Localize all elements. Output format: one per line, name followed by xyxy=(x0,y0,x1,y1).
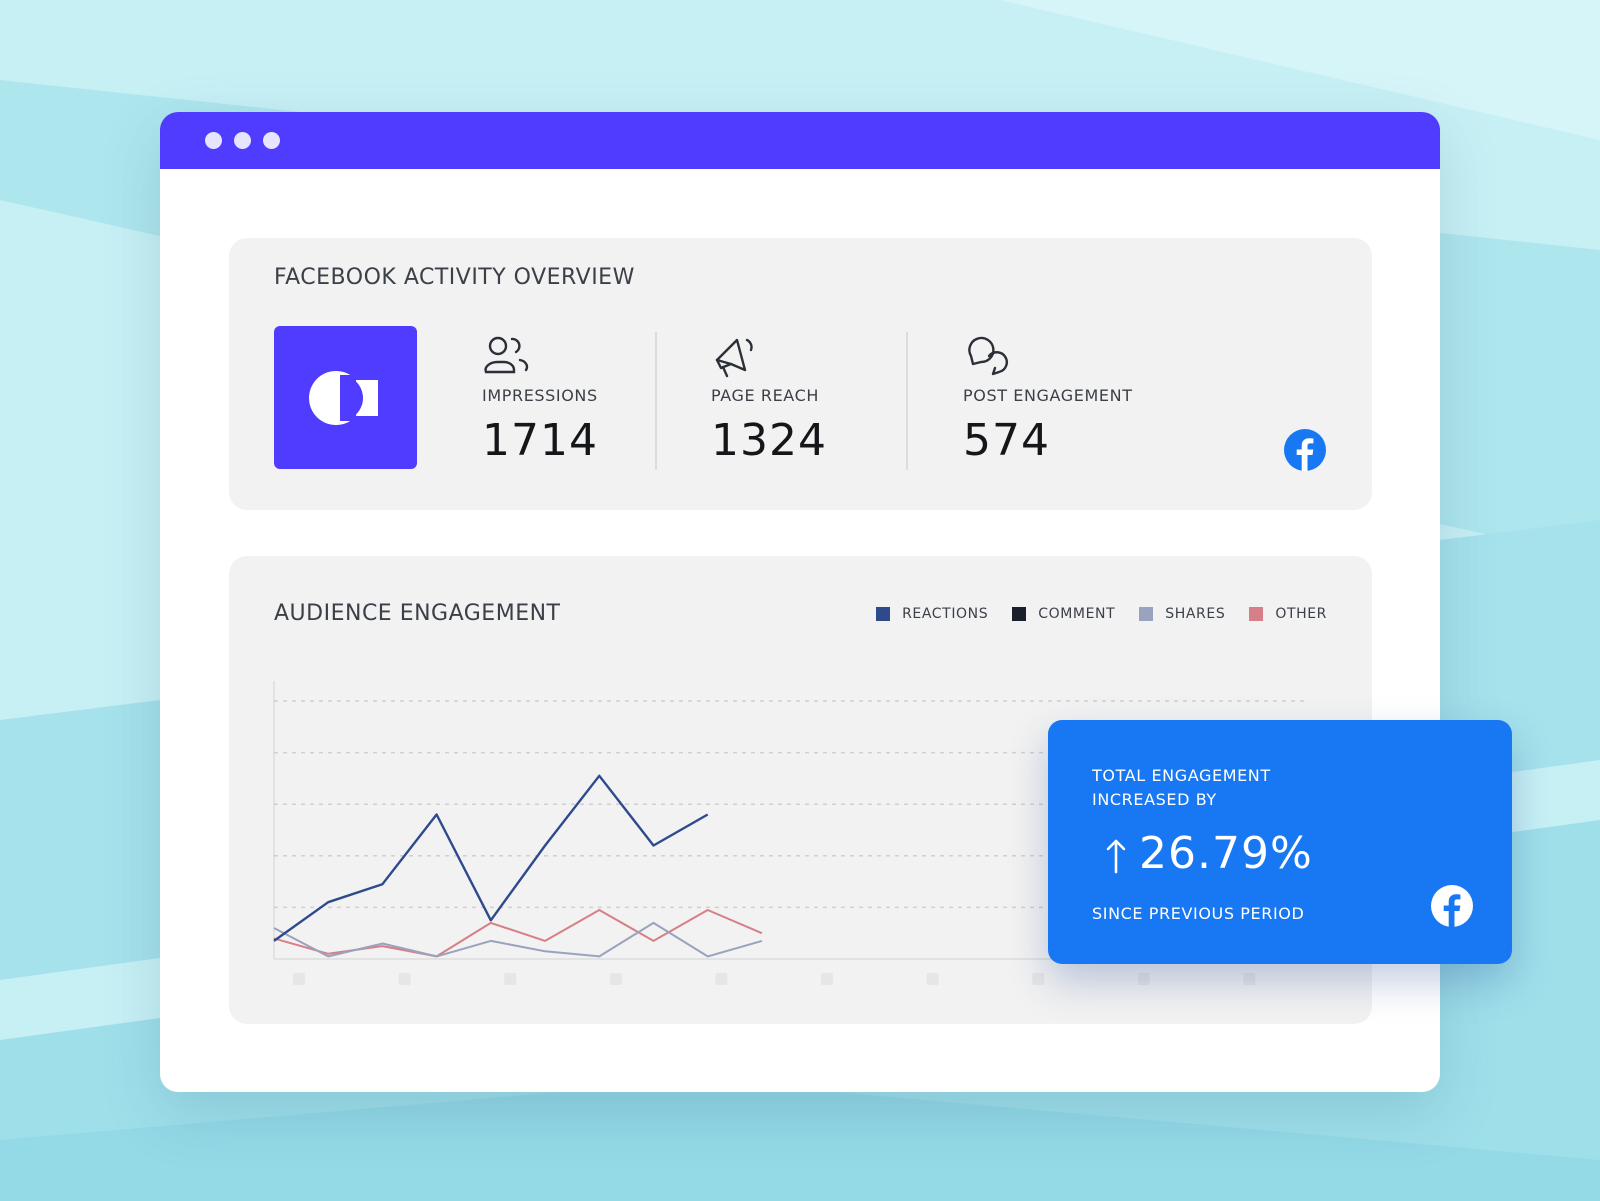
legend-swatch xyxy=(1012,607,1027,621)
brand-logo-icon xyxy=(308,370,382,425)
window-dot-maximize[interactable] xyxy=(263,132,280,149)
legend-swatch xyxy=(1139,607,1154,621)
legend-label: REACTIONS xyxy=(902,606,989,622)
stat-label: POST ENGAGEMENT xyxy=(963,386,1133,405)
legend-label: COMMENT xyxy=(1038,606,1116,622)
megaphone-icon xyxy=(715,338,753,378)
x-tick-placeholder xyxy=(1032,973,1045,985)
facebook-icon[interactable] xyxy=(1430,884,1474,928)
stat-value: 574 xyxy=(963,415,1050,466)
card-subtitle: SINCE PREVIOUS PERIOD xyxy=(1092,904,1305,923)
card-value: 26.79% xyxy=(1139,828,1313,879)
x-tick-placeholder xyxy=(398,973,411,985)
series-line-reactions xyxy=(273,774,709,942)
series-line-shares xyxy=(273,921,763,958)
stat-impressions: IMPRESSIONS 1714 xyxy=(482,334,598,466)
engagement-title: AUDIENCE ENGAGEMENT xyxy=(274,601,561,626)
x-tick-placeholder xyxy=(504,973,517,985)
stat-label: PAGE REACH xyxy=(711,386,819,405)
x-tick-placeholder xyxy=(293,973,305,985)
series-line-other xyxy=(273,909,763,958)
chart-legend: REACTIONS COMMENT SHARES OTHER xyxy=(876,606,1327,622)
x-tick-placeholder xyxy=(926,973,939,985)
stat-page-reach: PAGE REACH 1324 xyxy=(711,334,827,466)
legend-item-other[interactable]: OTHER xyxy=(1249,606,1327,622)
overview-title: FACEBOOK ACTIVITY OVERVIEW xyxy=(274,265,635,290)
chat-bubbles-icon xyxy=(968,336,1008,376)
legend-label: OTHER xyxy=(1275,606,1327,622)
engagement-summary-card: TOTAL ENGAGEMENT INCREASED BY 26.79% SIN… xyxy=(1048,720,1512,964)
window-titlebar xyxy=(160,112,1440,169)
brand-logo-tile xyxy=(274,326,417,469)
x-tick-placeholder xyxy=(821,973,833,985)
x-tick-placeholder xyxy=(715,973,728,985)
stat-divider xyxy=(655,332,657,470)
legend-item-shares[interactable]: SHARES xyxy=(1139,606,1225,622)
stat-value: 1324 xyxy=(711,415,827,466)
legend-item-reactions[interactable]: REACTIONS xyxy=(876,606,988,622)
app-window: FACEBOOK ACTIVITY OVERVIEW IMPRESSIONS 1… xyxy=(160,112,1440,1092)
x-tick-placeholder xyxy=(1243,973,1256,985)
stat-post-engagement: POST ENGAGEMENT 574 xyxy=(963,334,1133,466)
legend-item-comment[interactable]: COMMENT xyxy=(1012,606,1115,622)
users-icon xyxy=(484,336,529,374)
stat-value: 1714 xyxy=(482,415,598,466)
activity-overview-panel: FACEBOOK ACTIVITY OVERVIEW IMPRESSIONS 1… xyxy=(229,238,1372,510)
arrow-up-icon xyxy=(1106,839,1126,874)
legend-swatch xyxy=(876,607,891,621)
x-tick-placeholder xyxy=(1137,973,1150,985)
window-dot-close[interactable] xyxy=(205,132,222,149)
legend-label: SHARES xyxy=(1165,606,1226,622)
window-dot-minimize[interactable] xyxy=(234,132,251,149)
facebook-icon[interactable] xyxy=(1283,428,1327,472)
x-tick-placeholder xyxy=(609,973,622,985)
card-title: TOTAL ENGAGEMENT INCREASED BY xyxy=(1092,766,1271,809)
stat-divider xyxy=(906,332,908,470)
stat-label: IMPRESSIONS xyxy=(482,386,598,405)
legend-swatch xyxy=(1249,607,1264,621)
